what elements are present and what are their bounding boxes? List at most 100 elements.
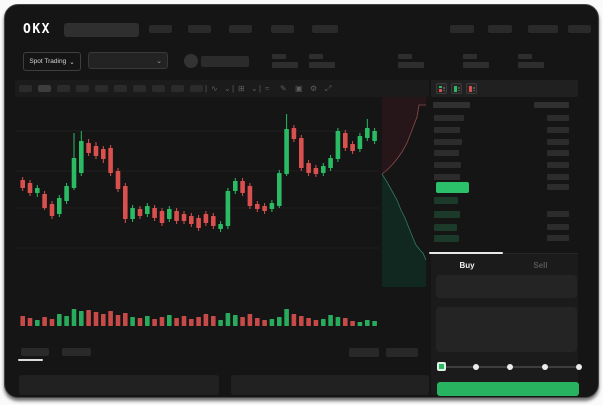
book-split-icon[interactable] bbox=[436, 83, 447, 94]
timeframe-button[interactable] bbox=[171, 85, 184, 92]
stat-value bbox=[272, 62, 298, 68]
slider-tick-25[interactable] bbox=[472, 363, 479, 370]
order-book-ask-row[interactable] bbox=[431, 161, 578, 170]
timeframe-button[interactable] bbox=[76, 85, 89, 92]
camera-icon[interactable]: ▣ bbox=[295, 84, 303, 93]
stat-value bbox=[398, 62, 424, 68]
order-book-ask-row[interactable] bbox=[431, 126, 578, 135]
amount-input[interactable] bbox=[436, 307, 577, 352]
app-window: OKX Spot Trading ⌄ ⌄ | ∿ ⌄ | ⊞ ⌄ | ≈ ✎ ▣ ⚙ ⤢ Buy Sel… bbox=[4, 4, 599, 398]
market-type-dropdown[interactable]: Spot Trading ⌄ bbox=[23, 52, 81, 71]
stat-label bbox=[272, 54, 286, 59]
slider-handle[interactable] bbox=[436, 362, 446, 371]
slider-tick-100[interactable] bbox=[576, 363, 582, 370]
book-bids-icon[interactable] bbox=[451, 83, 462, 94]
compare-icon[interactable]: ⊞ bbox=[238, 84, 245, 93]
ask-price bbox=[434, 162, 461, 168]
tab-divider bbox=[431, 253, 578, 254]
nav-item[interactable] bbox=[312, 25, 338, 33]
tab-sell[interactable]: Sell bbox=[533, 261, 548, 270]
order-book-ask-row[interactable] bbox=[431, 114, 578, 123]
ask-price bbox=[434, 174, 460, 180]
nav-item[interactable] bbox=[488, 25, 512, 33]
nav-item[interactable] bbox=[271, 25, 294, 33]
nav-item[interactable] bbox=[229, 25, 252, 33]
toolbar-divider: | bbox=[205, 84, 208, 93]
bid-amount bbox=[547, 211, 569, 217]
order-book-bid-row[interactable] bbox=[431, 223, 578, 232]
pair-selector-dropdown[interactable]: ⌄ bbox=[88, 52, 168, 69]
ask-amount bbox=[547, 184, 569, 190]
fullscreen-icon[interactable]: ⤢ bbox=[325, 84, 332, 93]
line-type-icon[interactable]: ≈ bbox=[265, 84, 270, 93]
timeframe-button[interactable] bbox=[133, 85, 146, 92]
tab-buy[interactable]: Buy bbox=[459, 261, 475, 270]
candlestick-chart[interactable] bbox=[15, 96, 431, 331]
ask-amount bbox=[547, 150, 569, 156]
search-input[interactable] bbox=[64, 23, 139, 37]
bid-price bbox=[434, 197, 458, 204]
chart-footer-button[interactable] bbox=[349, 348, 379, 357]
ask-amount bbox=[547, 162, 569, 168]
toolbar-divider: | bbox=[232, 84, 235, 93]
timeframe-button[interactable] bbox=[95, 85, 108, 92]
chevron-down-icon: ⌄ bbox=[69, 58, 75, 66]
chevron-down-icon[interactable]: ⌄ bbox=[251, 84, 258, 93]
stat-label bbox=[463, 54, 477, 59]
timeframe-button[interactable] bbox=[190, 85, 203, 92]
last-price-highlight[interactable] bbox=[436, 182, 469, 193]
book-asks-icon[interactable] bbox=[466, 83, 477, 94]
nav-item[interactable] bbox=[450, 25, 474, 33]
nav-item[interactable] bbox=[568, 25, 591, 33]
buy-submit-button[interactable] bbox=[437, 382, 579, 396]
order-book-ask-row[interactable] bbox=[431, 138, 578, 147]
slider-tick-50[interactable] bbox=[507, 363, 513, 370]
indicator-icon[interactable]: ∿ bbox=[211, 84, 218, 93]
ask-price bbox=[434, 139, 462, 145]
chart-footer-button[interactable] bbox=[386, 348, 418, 357]
orderbook-header-amount bbox=[534, 102, 569, 108]
slider-tick-75[interactable] bbox=[541, 363, 548, 370]
ask-amount bbox=[547, 139, 569, 145]
bid-amount bbox=[547, 224, 569, 230]
coin-icon bbox=[184, 54, 198, 68]
timeframe-button[interactable] bbox=[19, 85, 32, 92]
nav-item[interactable] bbox=[528, 25, 558, 33]
ask-price bbox=[434, 127, 460, 133]
toolbar-divider: | bbox=[259, 84, 262, 93]
orders-tab[interactable] bbox=[21, 348, 49, 356]
timeframe-button[interactable] bbox=[38, 85, 51, 92]
timeframe-button[interactable] bbox=[57, 85, 70, 92]
chevron-down-icon: ⌄ bbox=[156, 57, 162, 65]
okx-logo[interactable]: OKX bbox=[23, 22, 51, 37]
bid-price bbox=[434, 235, 459, 242]
timeframe-button[interactable] bbox=[152, 85, 165, 92]
timeframe-button[interactable] bbox=[114, 85, 127, 92]
chevron-down-icon[interactable]: ⌄ bbox=[224, 84, 231, 93]
ask-amount bbox=[547, 115, 569, 121]
order-book-bid-row[interactable] bbox=[431, 234, 578, 243]
order-book-bid-row[interactable] bbox=[431, 210, 578, 219]
ask-price bbox=[434, 150, 459, 156]
active-bottom-tab-indicator bbox=[18, 359, 43, 361]
pair-name-placeholder bbox=[201, 56, 249, 67]
price-input[interactable] bbox=[436, 275, 577, 298]
market-type-label: Spot Trading bbox=[29, 58, 67, 65]
stat-label bbox=[309, 54, 323, 59]
ask-price bbox=[434, 115, 464, 121]
order-book-ask-row[interactable] bbox=[431, 149, 578, 158]
chart-toolbar: | ∿ ⌄ | ⊞ ⌄ | ≈ ✎ ▣ ⚙ ⤢ bbox=[15, 80, 429, 97]
history-tab[interactable] bbox=[62, 348, 91, 356]
open-orders-panel bbox=[19, 375, 219, 395]
orderbook-toolbar bbox=[431, 80, 578, 97]
stat-value bbox=[518, 62, 544, 68]
nav-item[interactable] bbox=[188, 25, 211, 33]
order-book-ask-row[interactable] bbox=[431, 173, 578, 182]
order-book-bid-row[interactable] bbox=[431, 196, 578, 205]
order-history-panel bbox=[231, 375, 429, 395]
draw-icon[interactable]: ✎ bbox=[280, 84, 287, 93]
active-tab-indicator bbox=[429, 252, 503, 254]
nav-item[interactable] bbox=[149, 25, 172, 33]
settings-icon[interactable]: ⚙ bbox=[310, 84, 318, 93]
